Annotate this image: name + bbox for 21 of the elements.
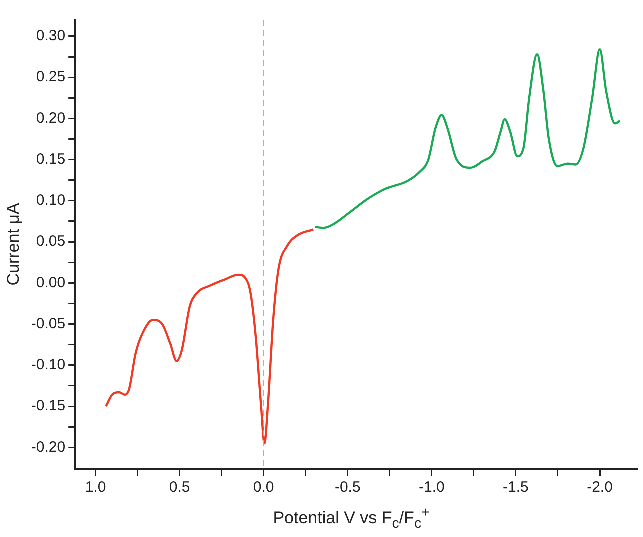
x-tick-label: 0.5 (169, 479, 190, 496)
x-tick-label: 1.0 (85, 479, 106, 496)
y-tick-label: -0.05 (31, 315, 66, 332)
x-tick-label: -1.5 (503, 479, 529, 496)
y-tick-label: 0.20 (36, 110, 66, 127)
y-tick-label: -0.10 (31, 356, 66, 374)
x-tick-label: -1.0 (419, 479, 445, 496)
y-tick-label: 0.05 (36, 233, 66, 250)
y-axis-title: Current μA (4, 202, 23, 286)
y-tick-label: -0.15 (31, 398, 66, 415)
line-series (314, 48, 622, 230)
x-tick-label: -0.5 (334, 479, 361, 496)
y-tick-label: 0.00 (36, 274, 66, 292)
y-tick-label: 0.25 (36, 68, 66, 86)
y-tick-label: 0.15 (36, 150, 66, 168)
y-tick-label: -0.20 (31, 438, 66, 456)
line-series (105, 228, 315, 445)
y-tick-label: 0.10 (36, 192, 66, 210)
y-tick-label: 0.30 (36, 28, 66, 45)
x-tick-label: -2.0 (587, 479, 613, 496)
x-tick-label: 0.0 (253, 479, 274, 496)
